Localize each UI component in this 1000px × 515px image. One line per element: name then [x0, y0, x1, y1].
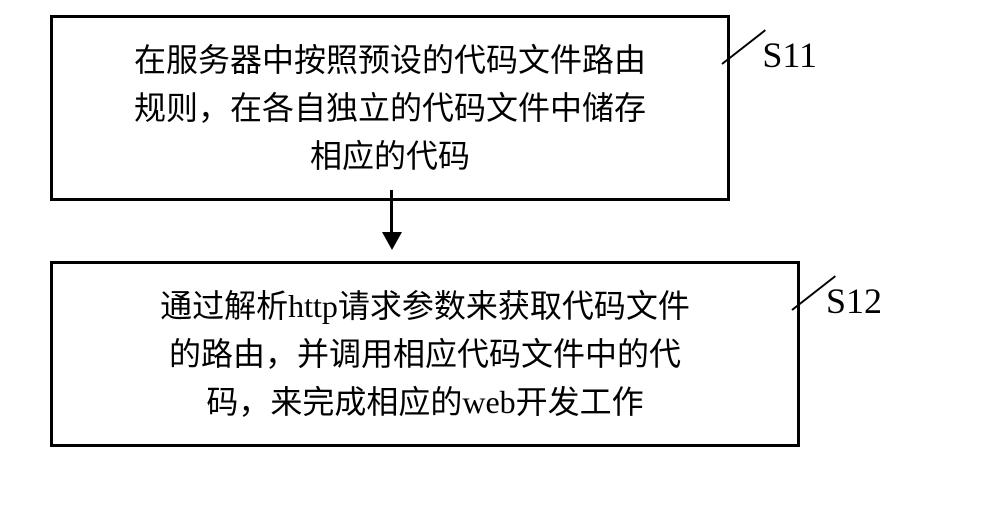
flowchart-step-2: 通过解析http请求参数来获取代码文件 的路由，并调用相应代码文件中的代 码，来… — [50, 261, 800, 447]
step2-line2: 的路由，并调用相应代码文件中的代 — [73, 330, 777, 378]
step2-line3: 码，来完成相应的web开发工作 — [73, 378, 777, 426]
flowchart-arrow — [390, 190, 394, 250]
arrow-head-icon — [382, 232, 402, 250]
step1-label-connector — [721, 29, 766, 64]
step2-line1: 通过解析http请求参数来获取代码文件 — [73, 282, 777, 330]
step1-line1: 在服务器中按照预设的代码文件路由 — [73, 36, 707, 84]
step1-label: S11 — [762, 28, 817, 82]
flowchart-step-1: 在服务器中按照预设的代码文件路由 规则，在各自独立的代码文件中储存 相应的代码 … — [50, 15, 730, 201]
arrow-line — [390, 190, 393, 235]
step2-label: S12 — [826, 274, 882, 328]
step1-line2: 规则，在各自独立的代码文件中储存 — [73, 84, 707, 132]
step1-line3: 相应的代码 — [73, 132, 707, 180]
flowchart-container: 在服务器中按照预设的代码文件路由 规则，在各自独立的代码文件中储存 相应的代码 … — [50, 15, 950, 447]
